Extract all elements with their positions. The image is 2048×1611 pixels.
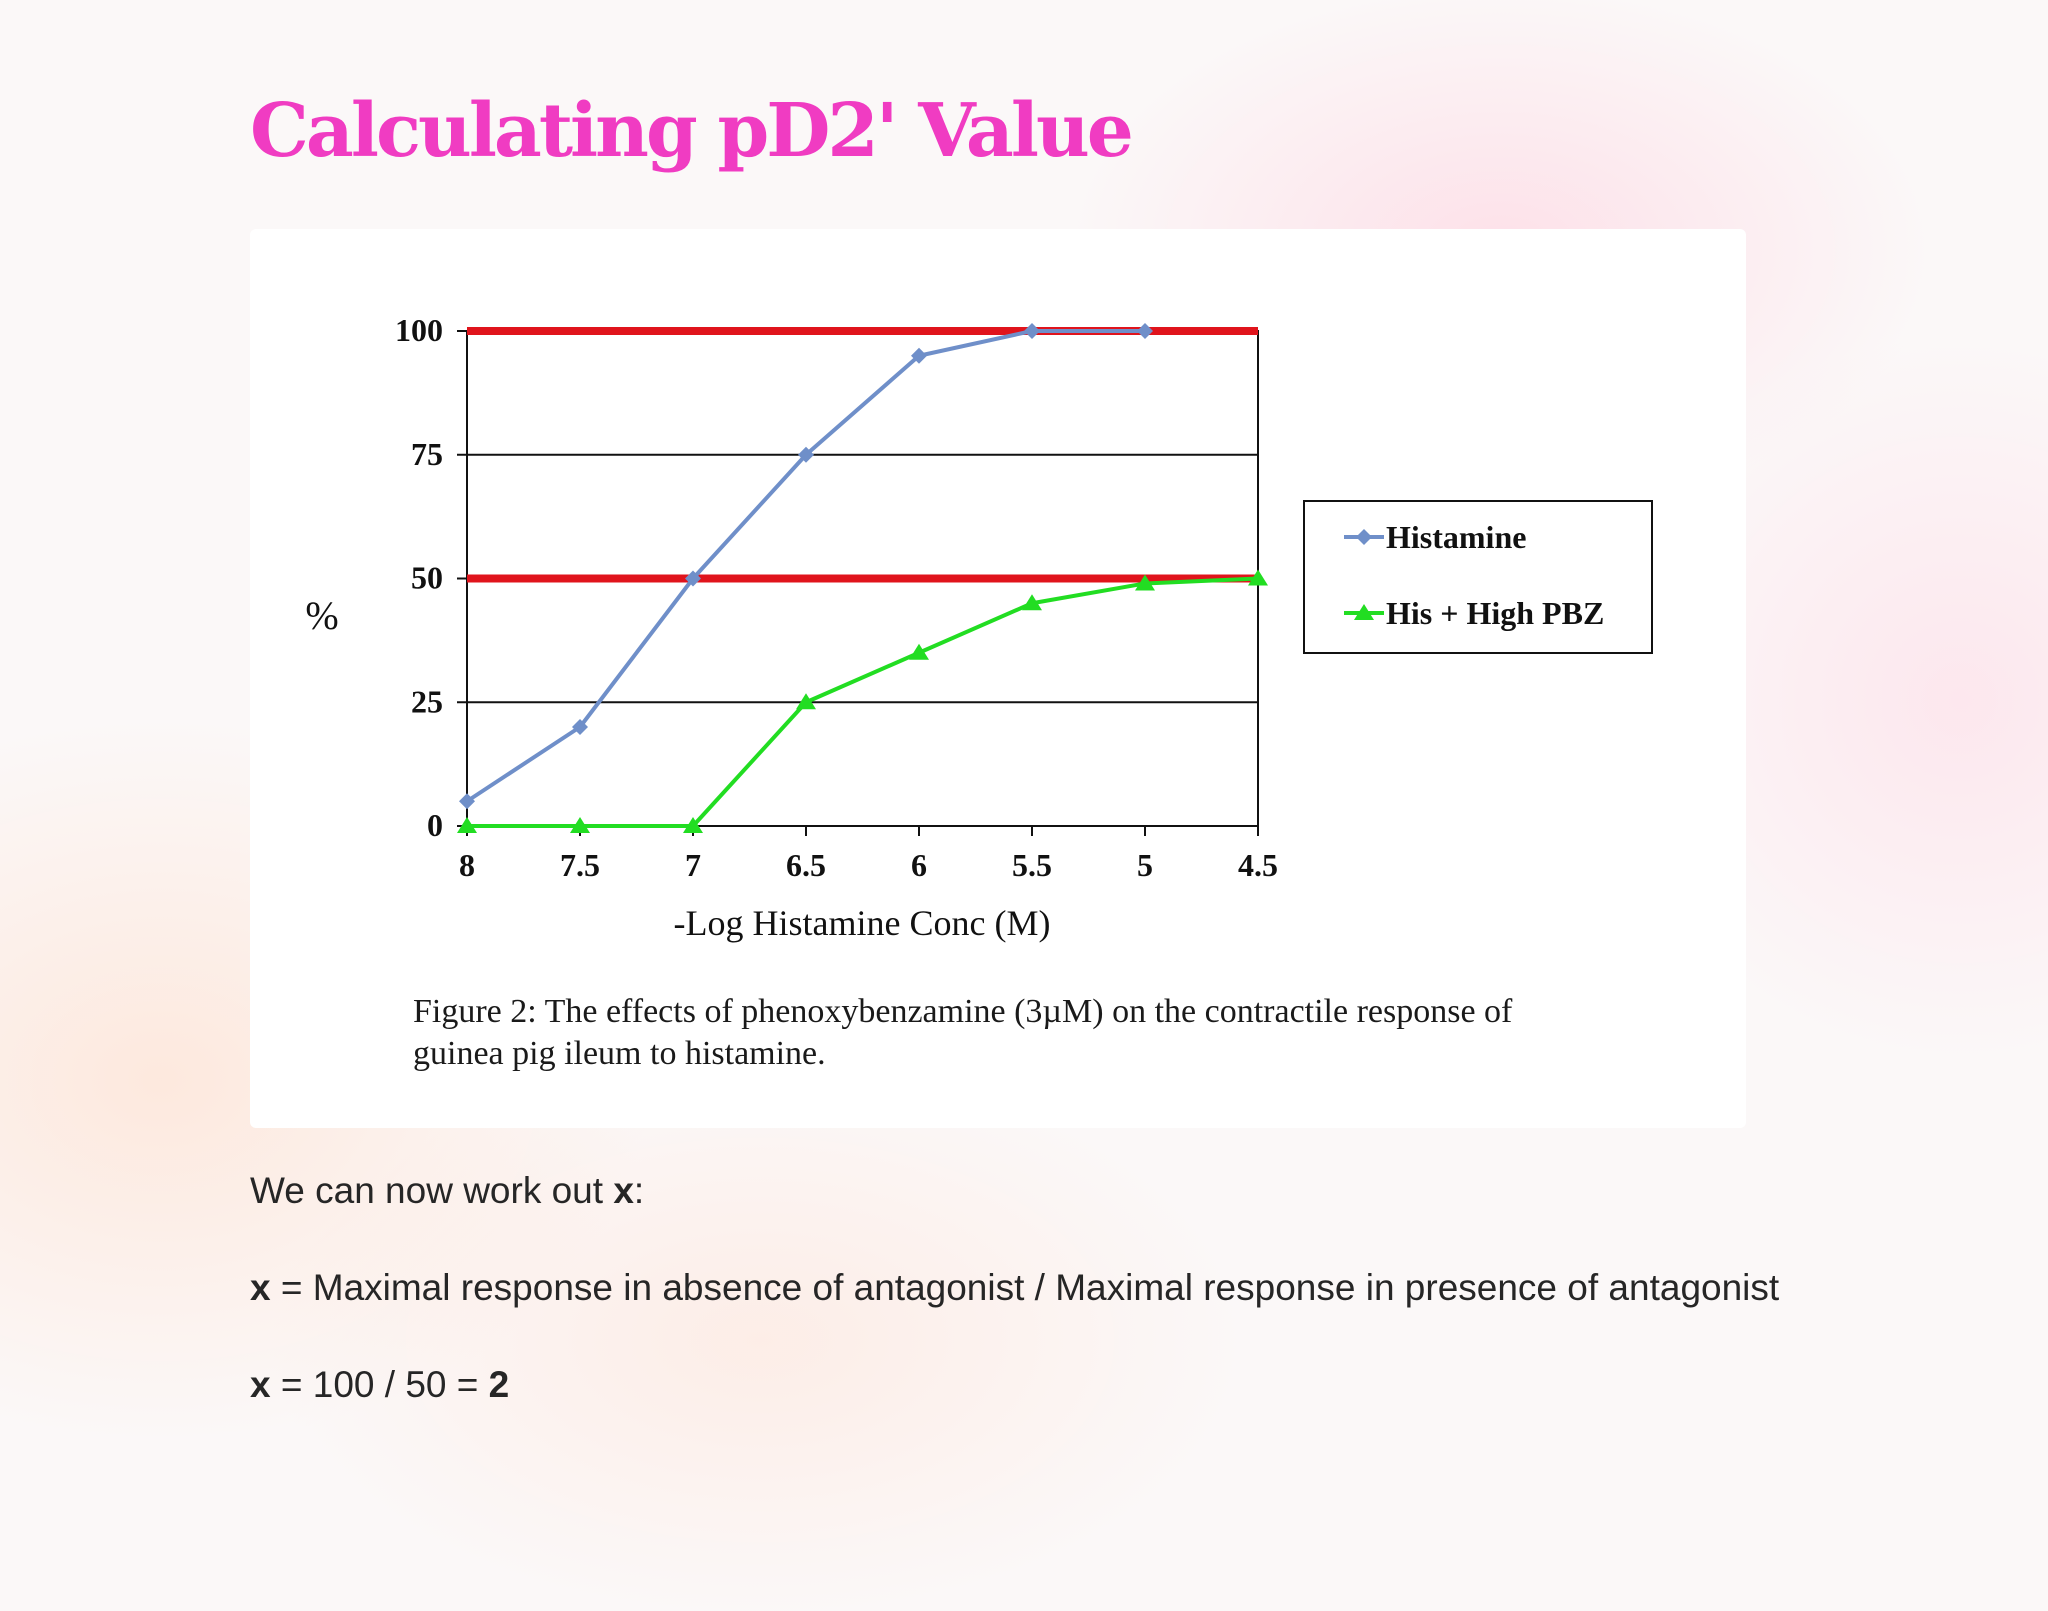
- x-tick-label: 7.5: [560, 847, 600, 883]
- data-point-triangle: [1354, 604, 1374, 620]
- body-line-1: We can now work out x:: [250, 1170, 644, 1212]
- line1-pre: We can now work out: [250, 1170, 614, 1211]
- data-point-triangle: [1248, 569, 1268, 586]
- caption-line-1: Figure 2: The effects of phenoxybenzamin…: [413, 993, 1513, 1030]
- data-point-triangle: [457, 817, 477, 833]
- data-point-diamond: [1356, 529, 1372, 545]
- formula-definition: = Maximal response in absence of antagon…: [270, 1267, 1780, 1308]
- data-point-diamond: [572, 719, 588, 735]
- series-line: [467, 576, 1259, 828]
- variable-x: x: [613, 1170, 634, 1211]
- page-title: Calculating pD2' Value: [250, 88, 1134, 174]
- line1-post: :: [633, 1170, 645, 1211]
- variable-x: x: [250, 1364, 271, 1405]
- line-chart: 0 25 50 75 100 8 7.5 7 6.5 6 5.5 5 4.5 -Log Histamine…: [305, 312, 1653, 943]
- x-tick-label: 8: [459, 847, 475, 883]
- data-point-triangle: [570, 817, 590, 833]
- x-tick-label: 5.5: [1012, 847, 1052, 883]
- data-point-triangle: [1135, 574, 1155, 591]
- data-point-diamond: [459, 793, 475, 810]
- data-point-triangle: [796, 693, 816, 710]
- data-point-triangle: [683, 817, 703, 833]
- data-point-diamond: [798, 446, 814, 463]
- data-point-diamond: [911, 347, 927, 364]
- y-tick-label: 75: [411, 436, 443, 472]
- x-tick-label: 4.5: [1238, 847, 1278, 883]
- data-point-diamond: [685, 570, 701, 587]
- legend-box: [1303, 500, 1653, 654]
- y-tick-label: 50: [411, 560, 443, 596]
- result-value: 2: [488, 1364, 510, 1405]
- data-point-diamond: [1137, 323, 1153, 339]
- variable-x: x: [250, 1267, 271, 1308]
- legend-label: His + High PBZ: [1386, 595, 1604, 631]
- x-tick-label: 5: [1137, 847, 1153, 883]
- data-point-diamond: [1024, 323, 1040, 339]
- x-tick-label: 6.5: [786, 847, 826, 883]
- x-axis-label: -Log Histamine Conc (M): [674, 903, 1051, 943]
- y-axis-label: %: [305, 593, 338, 638]
- formula-calculation: = 100 / 50 =: [270, 1364, 489, 1405]
- y-tick-label: 0: [427, 807, 443, 843]
- legend-label: Histamine: [1386, 519, 1526, 555]
- data-point-triangle: [909, 643, 929, 660]
- y-tick-label: 25: [411, 683, 443, 719]
- x-tick-label: 6: [911, 847, 927, 883]
- caption-line-2: guinea pig ileum to histamine.: [413, 1035, 826, 1072]
- body-line-3: x = 100 / 50 = 2: [250, 1364, 509, 1406]
- x-tick-label: 7: [685, 847, 701, 883]
- data-point-triangle: [1022, 594, 1042, 611]
- body-line-2: x = Maximal response in absence of antag…: [250, 1267, 1779, 1309]
- figure-caption: Figure 2: The effects of phenoxybenzamin…: [413, 991, 1653, 1075]
- y-tick-label: 100: [395, 312, 443, 348]
- series-line: [465, 329, 1145, 803]
- figure-card: 0 25 50 75 100 8 7.5 7 6.5 6 5.5 5 4.5 -Log Histamine…: [250, 229, 1746, 1128]
